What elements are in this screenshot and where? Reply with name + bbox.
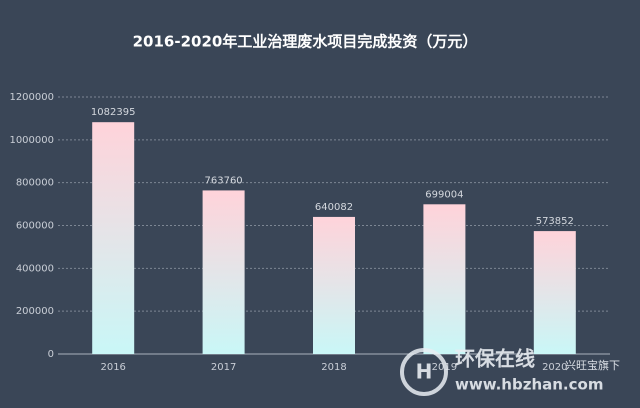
bar: [533, 231, 576, 354]
value-label: 763760: [205, 175, 243, 186]
value-label: 640082: [315, 202, 353, 213]
watermark: H 环保在线 www.hbzhan.com 兴旺宝旗下: [400, 347, 620, 396]
watermark-brand: 环保在线: [455, 347, 535, 371]
bar: [423, 204, 466, 354]
y-tick-label: 200000: [16, 306, 54, 317]
x-tick-label: 2016: [100, 362, 125, 373]
x-tick-label: 2018: [321, 362, 346, 373]
y-tick-label: 800000: [16, 178, 54, 189]
watermark-logo-mark: H: [416, 360, 433, 384]
bar: [313, 216, 355, 354]
y-tick-label: 1000000: [9, 135, 54, 146]
watermark-note: 兴旺宝旗下: [565, 358, 620, 372]
x-tick-label: 2017: [211, 362, 236, 373]
y-tick-label: 400000: [16, 263, 54, 274]
watermark-url: www.hbzhan.com: [455, 376, 603, 394]
y-tick-label: 600000: [16, 221, 54, 232]
value-label: 699004: [425, 189, 463, 200]
value-label: 1082395: [91, 107, 136, 118]
bar: [202, 190, 245, 354]
watermark-logo: [400, 348, 448, 396]
chart-title: 2016-2020年工业治理废水项目完成投资（万元）: [133, 33, 478, 51]
x-tick-label: 2020: [542, 362, 567, 373]
value-label: 573852: [536, 216, 574, 227]
y-tick-label: 1200000: [9, 92, 54, 103]
bar: [92, 122, 135, 354]
y-tick-label: 0: [48, 349, 54, 360]
